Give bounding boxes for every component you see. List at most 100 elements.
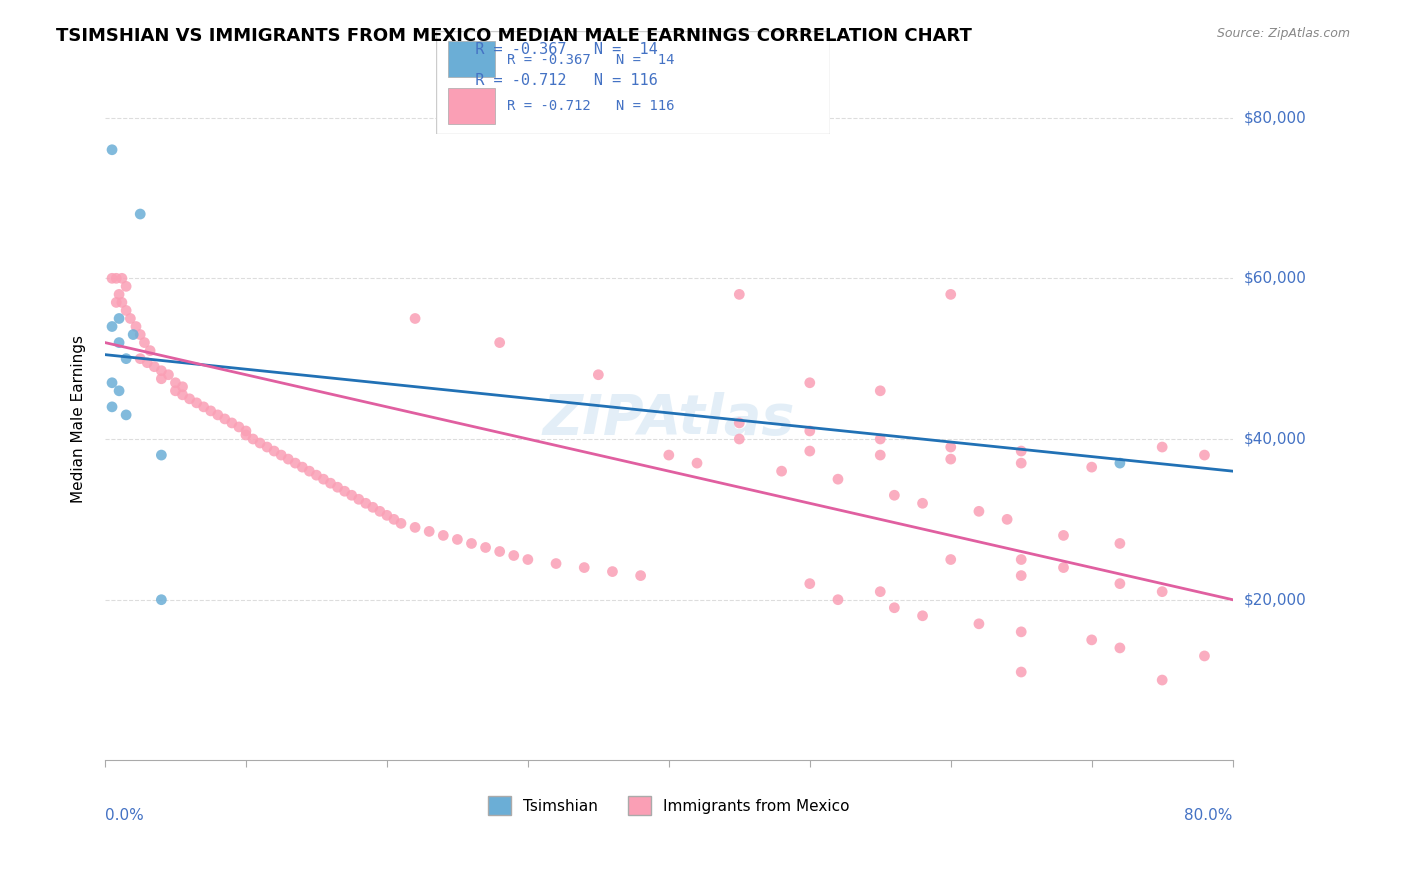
Point bbox=[235, 428, 257, 442]
Point bbox=[108, 384, 131, 398]
Text: R = -0.367   N =  14: R = -0.367 N = 14 bbox=[457, 42, 658, 56]
Point bbox=[382, 512, 405, 526]
Point bbox=[172, 388, 194, 402]
Point bbox=[686, 456, 709, 470]
Point bbox=[658, 448, 681, 462]
Point bbox=[1109, 640, 1132, 655]
Point bbox=[488, 335, 510, 350]
Point bbox=[172, 380, 194, 394]
Point bbox=[228, 420, 250, 434]
Point bbox=[502, 549, 524, 563]
Point bbox=[574, 560, 596, 574]
Point bbox=[1109, 456, 1132, 470]
Point bbox=[1052, 560, 1074, 574]
Point bbox=[136, 356, 159, 370]
Text: $80,000: $80,000 bbox=[1244, 110, 1306, 125]
Point bbox=[115, 279, 138, 293]
Point bbox=[967, 616, 990, 631]
Point bbox=[827, 472, 849, 486]
Point bbox=[326, 480, 349, 494]
Point bbox=[129, 327, 152, 342]
Point bbox=[150, 364, 173, 378]
Point bbox=[165, 376, 187, 390]
Point bbox=[1080, 632, 1102, 647]
Text: R = -0.367   N =  14: R = -0.367 N = 14 bbox=[506, 53, 675, 67]
Point bbox=[728, 416, 751, 430]
Point bbox=[115, 303, 138, 318]
Point bbox=[120, 311, 142, 326]
Point bbox=[544, 557, 567, 571]
Point bbox=[101, 376, 124, 390]
Point bbox=[221, 416, 243, 430]
Point bbox=[150, 372, 173, 386]
Bar bbox=[447, 42, 495, 78]
Text: $40,000: $40,000 bbox=[1244, 432, 1306, 447]
Point bbox=[883, 600, 905, 615]
Text: ZIPAtlas: ZIPAtlas bbox=[543, 392, 794, 446]
Point bbox=[799, 376, 821, 390]
Point bbox=[347, 492, 370, 507]
Point bbox=[728, 287, 751, 301]
Point bbox=[200, 404, 222, 418]
Point bbox=[108, 335, 131, 350]
Point bbox=[256, 440, 278, 454]
Text: 0.0%: 0.0% bbox=[105, 808, 143, 823]
Point bbox=[249, 436, 271, 450]
Text: R = -0.712   N = 116: R = -0.712 N = 116 bbox=[506, 99, 675, 113]
Point bbox=[460, 536, 482, 550]
Point bbox=[1080, 460, 1102, 475]
Point bbox=[108, 311, 131, 326]
Point bbox=[277, 452, 299, 467]
Point bbox=[354, 496, 377, 510]
Point bbox=[134, 335, 156, 350]
Point bbox=[214, 412, 236, 426]
Point bbox=[1109, 576, 1132, 591]
Point bbox=[263, 444, 285, 458]
Point bbox=[939, 552, 962, 566]
Point bbox=[1052, 528, 1074, 542]
Point bbox=[389, 516, 412, 531]
Point bbox=[101, 143, 124, 157]
Point bbox=[270, 448, 292, 462]
Point bbox=[799, 576, 821, 591]
Point bbox=[165, 384, 187, 398]
Text: $20,000: $20,000 bbox=[1244, 592, 1306, 607]
Point bbox=[869, 384, 891, 398]
Point bbox=[446, 533, 468, 547]
Point bbox=[108, 287, 131, 301]
Point bbox=[105, 295, 128, 310]
Point bbox=[516, 552, 538, 566]
Point bbox=[630, 568, 652, 582]
Point bbox=[235, 424, 257, 438]
Point bbox=[333, 484, 356, 499]
Point bbox=[588, 368, 610, 382]
Point bbox=[129, 351, 152, 366]
Y-axis label: Median Male Earnings: Median Male Earnings bbox=[72, 334, 86, 503]
Point bbox=[1010, 444, 1032, 458]
Point bbox=[368, 504, 391, 518]
Point bbox=[319, 476, 342, 491]
Point bbox=[488, 544, 510, 558]
Text: 80.0%: 80.0% bbox=[1184, 808, 1233, 823]
Point bbox=[101, 319, 124, 334]
Point bbox=[1152, 584, 1174, 599]
Point bbox=[995, 512, 1018, 526]
Point bbox=[125, 319, 148, 334]
Point bbox=[1109, 536, 1132, 550]
Point bbox=[139, 343, 162, 358]
Text: Source: ZipAtlas.com: Source: ZipAtlas.com bbox=[1216, 27, 1350, 40]
Point bbox=[418, 524, 440, 539]
Point bbox=[770, 464, 793, 478]
Point bbox=[728, 432, 751, 446]
Point bbox=[474, 541, 496, 555]
Point bbox=[432, 528, 454, 542]
Point bbox=[799, 444, 821, 458]
Point bbox=[1010, 665, 1032, 679]
Point bbox=[827, 592, 849, 607]
Point bbox=[361, 500, 384, 515]
Point bbox=[967, 504, 990, 518]
Point bbox=[193, 400, 215, 414]
Point bbox=[404, 311, 426, 326]
Point bbox=[111, 271, 134, 285]
Point bbox=[1152, 673, 1174, 687]
